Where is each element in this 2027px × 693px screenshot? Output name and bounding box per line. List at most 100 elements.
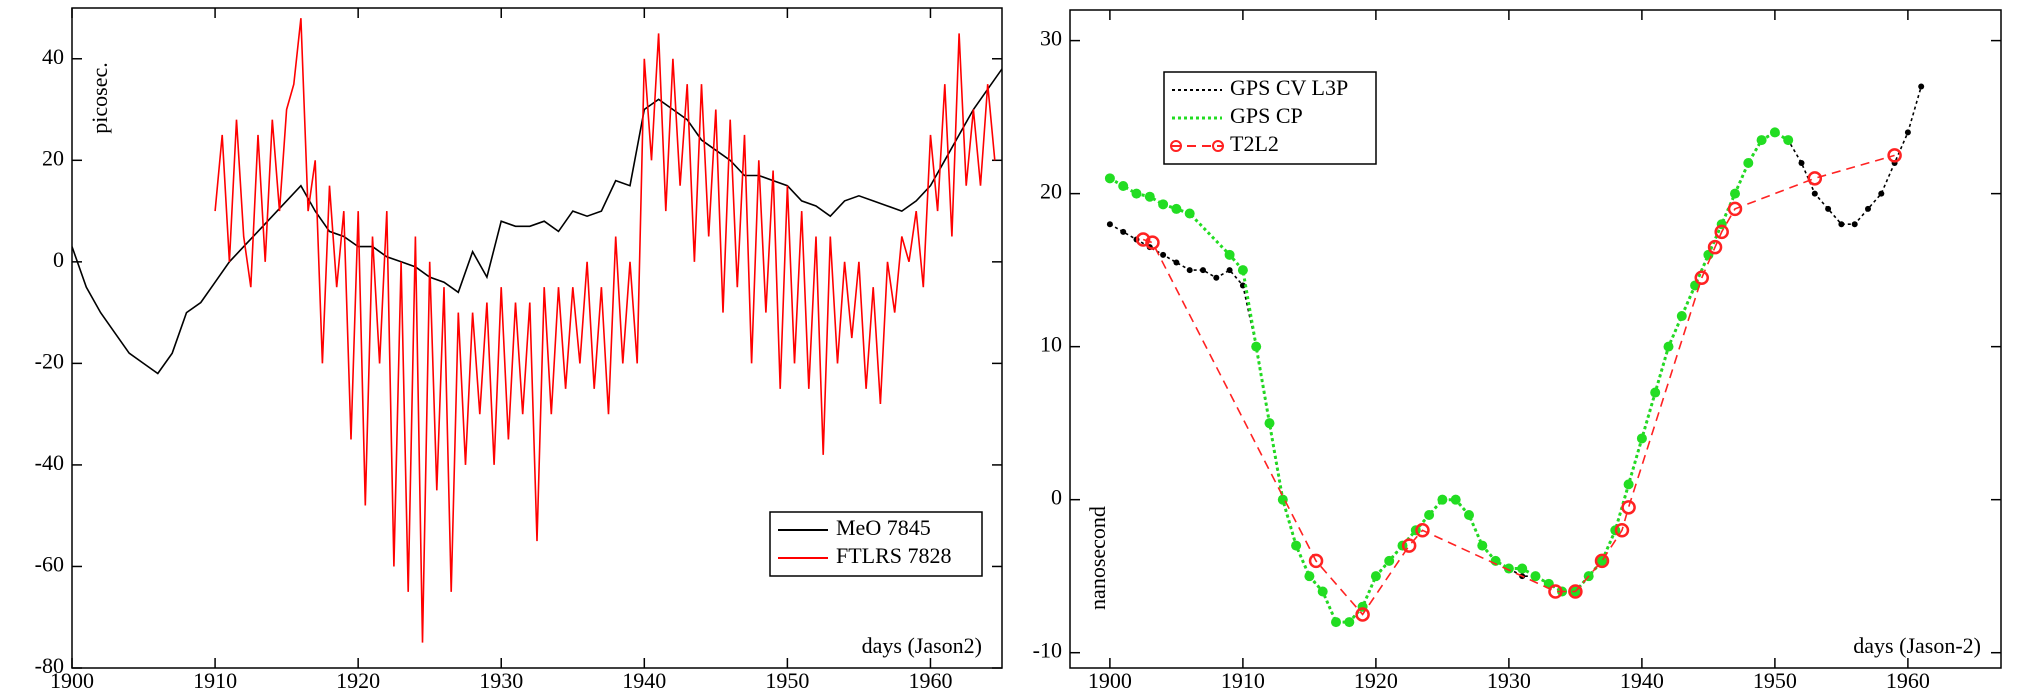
x-tick-label: 1960 bbox=[908, 668, 952, 693]
data-point bbox=[1144, 191, 1155, 202]
data-point bbox=[1355, 607, 1370, 622]
x-tick-label: 1920 bbox=[336, 668, 380, 693]
data-point bbox=[1838, 221, 1845, 228]
data-point bbox=[1663, 341, 1674, 352]
data-point bbox=[1120, 228, 1127, 235]
legend-label: GPS CP bbox=[1230, 103, 1303, 128]
plot-area bbox=[72, 18, 1002, 643]
data-point bbox=[1213, 274, 1220, 281]
y-tick-label: 20 bbox=[42, 145, 64, 170]
data-point bbox=[1769, 127, 1780, 138]
data-point bbox=[1173, 259, 1180, 266]
data-point bbox=[1291, 540, 1302, 551]
data-point bbox=[1621, 500, 1636, 515]
legend-label: MeO 7845 bbox=[836, 515, 931, 540]
data-point bbox=[1118, 180, 1129, 191]
data-point bbox=[1370, 571, 1381, 582]
data-point bbox=[1145, 235, 1160, 250]
data-point bbox=[1807, 171, 1823, 186]
data-point bbox=[1517, 563, 1528, 574]
y-axis-label: nanosecond bbox=[1085, 506, 1110, 610]
data-point bbox=[1865, 205, 1871, 212]
legend-marker bbox=[1212, 140, 1224, 152]
data-point bbox=[1251, 341, 1262, 352]
y-tick-label: 10 bbox=[1040, 332, 1062, 357]
data-point bbox=[1694, 270, 1709, 286]
data-point bbox=[1317, 586, 1328, 597]
y-tick-label: -20 bbox=[35, 348, 64, 373]
legend-box bbox=[769, 511, 983, 577]
x-tick-label: 1940 bbox=[1620, 668, 1664, 693]
y-axis-label: picosec. bbox=[87, 62, 112, 133]
data-point bbox=[1887, 148, 1902, 163]
data-point bbox=[1158, 199, 1169, 210]
data-point bbox=[1104, 173, 1115, 184]
data-point bbox=[1825, 205, 1832, 212]
x-tick-label: 1930 bbox=[1487, 668, 1531, 693]
y-tick-label: -80 bbox=[35, 653, 64, 678]
data-point bbox=[1727, 201, 1743, 217]
chart: -80 -60 -40 -20 0 20 40 1900 1910 1920 1930 1940 195… bbox=[35, 7, 1003, 693]
data-point bbox=[1918, 83, 1925, 90]
x-tick-label: 1910 bbox=[193, 668, 237, 693]
x-tick-label: 1900 bbox=[50, 668, 94, 693]
data-point bbox=[1415, 523, 1430, 538]
plot-frame bbox=[71, 7, 1003, 669]
data-point bbox=[1798, 160, 1805, 167]
series-line bbox=[72, 68, 1002, 375]
x-axis-label: days (Jason2) bbox=[862, 633, 982, 658]
data-point bbox=[1308, 553, 1324, 569]
data-point bbox=[1464, 509, 1474, 520]
data-point bbox=[1401, 538, 1417, 553]
x-axis-label: days (Jason-2) bbox=[1853, 633, 1981, 658]
y-tick-label: 20 bbox=[1040, 179, 1062, 204]
series-line bbox=[1142, 154, 1895, 616]
x-tick-label: 1950 bbox=[1753, 668, 1797, 693]
y-tick-label: -10 bbox=[1033, 638, 1062, 663]
data-point bbox=[1424, 509, 1435, 520]
data-point bbox=[1548, 584, 1563, 599]
data-point bbox=[1224, 249, 1235, 260]
data-point bbox=[1160, 251, 1167, 258]
data-point bbox=[1676, 311, 1687, 322]
data-point bbox=[1131, 188, 1142, 199]
x-tick-label: 1930 bbox=[479, 668, 523, 693]
data-point bbox=[1614, 523, 1630, 538]
data-point bbox=[1437, 494, 1448, 505]
data-point bbox=[1594, 553, 1610, 569]
data-point bbox=[1623, 479, 1634, 490]
data-point bbox=[1304, 571, 1315, 582]
series-line bbox=[1109, 86, 1922, 623]
data-point bbox=[1714, 224, 1729, 240]
data-point bbox=[1237, 265, 1248, 276]
legend-label: FTLRS 7828 bbox=[836, 543, 952, 568]
x-tick-label: 1950 bbox=[765, 668, 809, 693]
legend-marker bbox=[1170, 140, 1182, 152]
data-point bbox=[1783, 135, 1794, 146]
data-point bbox=[1756, 135, 1767, 146]
data-point bbox=[1184, 208, 1195, 219]
data-point bbox=[1477, 540, 1488, 551]
data-point bbox=[1264, 418, 1275, 429]
data-point bbox=[1730, 188, 1740, 199]
x-tick-label: 1960 bbox=[1886, 668, 1930, 693]
data-point bbox=[1384, 555, 1395, 566]
legend-label: GPS CV L3P bbox=[1230, 75, 1348, 100]
data-point bbox=[1851, 221, 1858, 228]
y-tick-label: 0 bbox=[1051, 485, 1062, 510]
data-point bbox=[1636, 433, 1647, 444]
data-point bbox=[1530, 571, 1541, 582]
data-point bbox=[1450, 494, 1461, 505]
data-point bbox=[1331, 617, 1341, 628]
data-point bbox=[1135, 232, 1151, 247]
y-tick-label: 0 bbox=[53, 247, 64, 272]
x-tick-label: 1910 bbox=[1221, 668, 1265, 693]
data-point bbox=[1743, 158, 1754, 169]
data-point bbox=[1707, 239, 1723, 255]
data-point bbox=[1568, 584, 1583, 599]
data-point bbox=[1171, 203, 1182, 214]
series-line bbox=[214, 18, 996, 643]
data-point bbox=[1186, 267, 1193, 274]
legend-box bbox=[1163, 71, 1377, 165]
